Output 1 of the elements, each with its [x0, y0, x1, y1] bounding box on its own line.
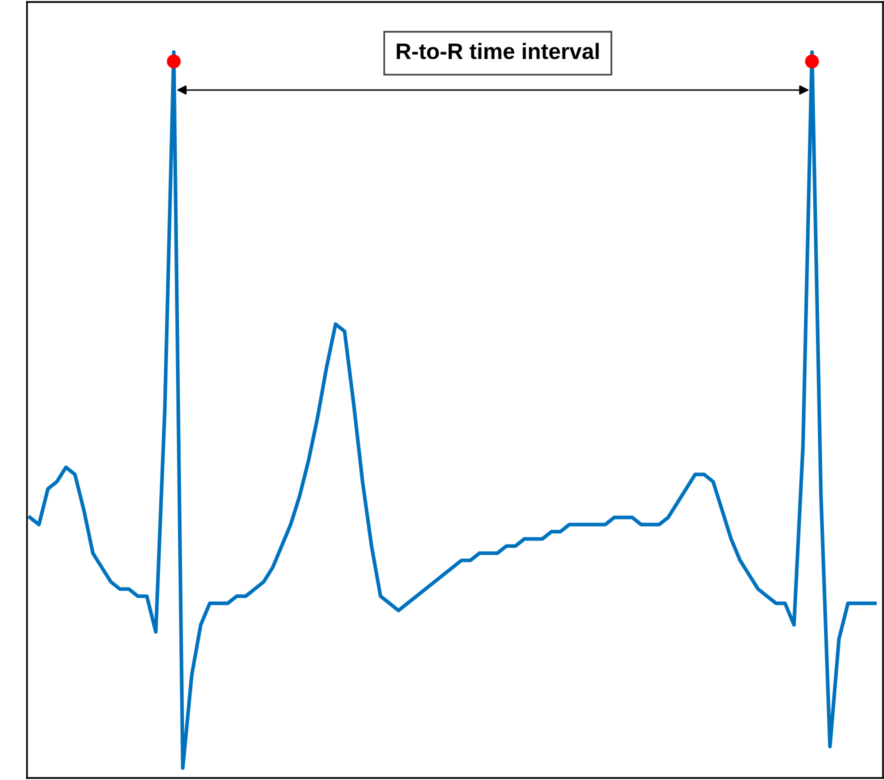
annotation: R-to-R time interval: [396, 42, 599, 60]
